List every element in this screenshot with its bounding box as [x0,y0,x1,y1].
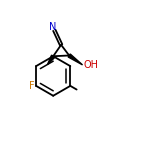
Polygon shape [47,55,55,65]
Polygon shape [68,54,83,65]
Text: N: N [49,22,56,32]
Text: F: F [29,81,34,91]
Text: OH: OH [84,60,99,70]
